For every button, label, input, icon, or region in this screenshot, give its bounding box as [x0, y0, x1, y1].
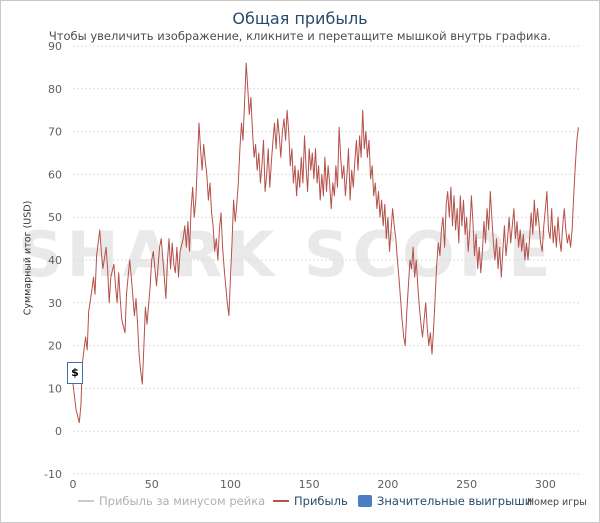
x-tick-label: 100: [220, 478, 241, 491]
x-tick-label: 50: [145, 478, 159, 491]
x-tick-label: 250: [456, 478, 477, 491]
y-axis-ticks: -10 0 10 20 30 40 50 60 70 80 90: [44, 40, 62, 481]
x-tick-label: 200: [377, 478, 398, 491]
y-tick-label: 0: [55, 425, 62, 438]
x-axis-label: Номер игры: [527, 497, 587, 508]
y-tick-label: 80: [48, 83, 62, 96]
legend-label-profit: Прибыль: [294, 494, 348, 508]
y-tick-label: 50: [48, 211, 62, 224]
chart-title: Общая прибыль: [232, 9, 368, 28]
series-line-profit: [72, 62, 579, 424]
x-tick-label: 150: [299, 478, 320, 491]
x-axis-ticks: 0 50 100 150 200 250 300: [70, 478, 556, 491]
x-tick-label: 0: [70, 478, 77, 491]
y-tick-label: 10: [48, 382, 62, 395]
legend-item-profit[interactable]: Прибыль: [273, 494, 348, 508]
y-tick-label: 60: [48, 168, 62, 181]
chart-subtitle: Чтобы увеличить изображение, кликните и …: [48, 29, 552, 43]
y-tick-label: 20: [48, 340, 62, 353]
y-tick-label: 30: [48, 297, 62, 310]
legend-item-rake[interactable]: Прибыль за минусом рейка: [78, 494, 265, 508]
y-tick-label: -10: [44, 468, 62, 481]
y-tick-label: 70: [48, 126, 62, 139]
legend-label-big-wins: Значительные выигрыши: [377, 494, 533, 508]
y-tick-label: 40: [48, 254, 62, 267]
legend-label-rake: Прибыль за минусом рейка: [99, 494, 266, 508]
y-tick-label: 90: [48, 40, 62, 53]
legend-line-icon: [78, 500, 94, 502]
big-win-flag[interactable]: $: [67, 362, 83, 384]
x-tick-label: 300: [535, 478, 556, 491]
legend-line-icon: [273, 500, 289, 502]
grid-lines: [73, 45, 580, 475]
legend-box-icon: [358, 495, 372, 507]
legend-item-big-wins[interactable]: Значительные выигрыши: [358, 494, 532, 508]
